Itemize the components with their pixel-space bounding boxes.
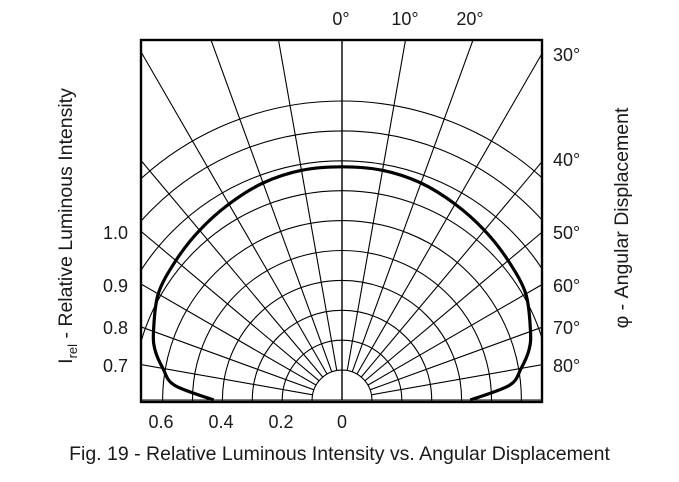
- grid-spoke: [364, 231, 542, 382]
- left-tick-label: 0.7: [103, 356, 128, 376]
- y-axis-label-subscript: rel: [65, 344, 80, 359]
- bottom-tick-label: 0: [337, 412, 347, 432]
- grid-spoke: [277, 40, 338, 371]
- grid-spoke: [360, 160, 542, 378]
- intensity-curve: [151, 165, 533, 402]
- grid-spoke: [346, 40, 407, 371]
- figure-caption: Fig. 19 - Relative Luminous Intensity vs…: [69, 443, 610, 465]
- bottom-tick-label: 0.2: [268, 412, 293, 432]
- top-angle-tick-label: 20°: [456, 9, 483, 29]
- plot-frame: [139, 38, 544, 404]
- grid-spoke: [369, 326, 542, 391]
- grid-spoke: [141, 326, 315, 391]
- right-angle-tick-label: 60°: [553, 276, 580, 296]
- left-tick-label: 1.0: [103, 223, 128, 243]
- right-angle-tick-label: 40°: [553, 150, 580, 170]
- grid-spoke: [141, 159, 324, 378]
- right-angle-tick-label: 50°: [553, 223, 580, 243]
- grid-spoke: [141, 50, 328, 375]
- bottom-tick-label: 0.4: [208, 412, 233, 432]
- intensity-curve-layer: [151, 165, 533, 402]
- grid-spoke: [210, 40, 333, 373]
- grid-spoke: [367, 283, 542, 386]
- grid-spoke: [141, 363, 313, 396]
- top-angle-tick-label: 10°: [391, 9, 418, 29]
- left-tick-label: 0.9: [103, 276, 128, 296]
- bottom-tick-label: 0.6: [148, 412, 173, 432]
- grid-spoke: [356, 52, 542, 375]
- tick-labels: 0.6 0.4 0.2 0 1.0 0.9 0.8 0.7 0° 10° 20° 30° 40° 50° 6…: [103, 9, 580, 432]
- top-angle-tick-label: 0°: [332, 9, 349, 29]
- right-angle-tick-label: 80°: [553, 356, 580, 376]
- y2-axis-label: φ - Angular Displacement: [611, 107, 633, 328]
- grid-spoke: [141, 230, 320, 382]
- y-axis-label: Irel - Relative Luminous Intensity: [55, 88, 80, 364]
- right-angle-tick-label: 30°: [553, 45, 580, 65]
- left-tick-label: 0.8: [103, 318, 128, 338]
- grid-spoke: [351, 40, 474, 373]
- grid-spoke: [371, 364, 542, 396]
- right-angle-tick-label: 70°: [553, 318, 580, 338]
- grid-spoke: [141, 283, 317, 386]
